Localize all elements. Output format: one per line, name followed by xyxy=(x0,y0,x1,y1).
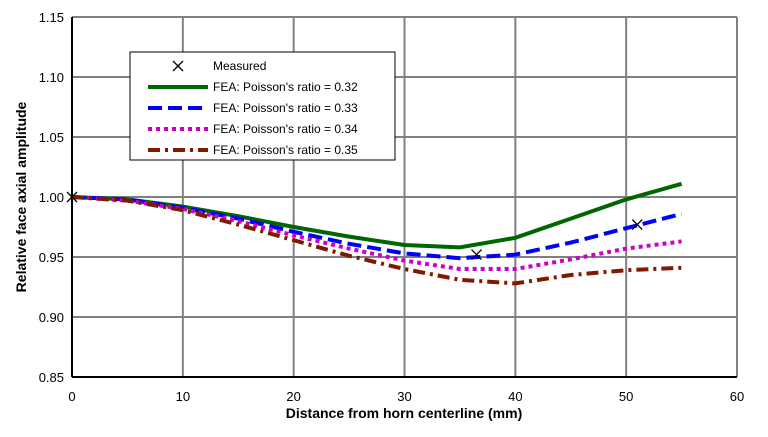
x-tick-label: 50 xyxy=(619,389,633,404)
x-marker-icon xyxy=(471,249,483,261)
x-tick-label: 60 xyxy=(730,389,744,404)
legend-label: FEA: Poisson's ratio = 0.33 xyxy=(213,101,358,115)
x-tick-label: 40 xyxy=(508,389,522,404)
x-marker-icon xyxy=(172,60,184,72)
y-tick-label: 1.05 xyxy=(39,130,64,145)
legend-label: FEA: Poisson's ratio = 0.32 xyxy=(213,80,358,94)
series-line-2 xyxy=(71,195,683,261)
x-marker-icon xyxy=(66,191,78,203)
y-tick-label: 1.00 xyxy=(39,190,64,205)
x-tick-label: 10 xyxy=(176,389,190,404)
series-group xyxy=(66,181,683,286)
legend: Measured FEA: Poisson's ratio = 0.32 FEA: … xyxy=(129,51,396,161)
legend-label: FEA: Poisson's ratio = 0.34 xyxy=(213,122,358,136)
legend-label: FEA: Poisson's ratio = 0.35 xyxy=(213,143,358,157)
x-axis-label: Distance from horn centerline (mm) xyxy=(286,405,523,421)
series-line-4 xyxy=(71,195,682,286)
x-marker-icon xyxy=(631,219,643,231)
x-tick-label: 0 xyxy=(68,389,75,404)
measured-point xyxy=(471,249,483,261)
y-tick-label: 0.90 xyxy=(39,310,64,325)
y-axis-label: Relative face axial amplitude xyxy=(13,101,29,292)
x-tick-label: 30 xyxy=(397,389,411,404)
y-tick-label: 0.95 xyxy=(39,250,64,265)
measured-point xyxy=(66,191,78,203)
x-tick-label: 20 xyxy=(286,389,300,404)
tick-labels: 0 10 20 30 40 50 60 0.85 0.90 0.95 1.00 1.05 1.10 1.1… xyxy=(39,10,745,404)
measured-point xyxy=(631,219,643,231)
y-tick-label: 0.85 xyxy=(39,370,64,385)
y-tick-label: 1.15 xyxy=(39,10,64,25)
legend-marker-measured xyxy=(172,60,184,72)
y-tick-label: 1.10 xyxy=(39,70,64,85)
legend-label: Measured xyxy=(213,59,266,73)
